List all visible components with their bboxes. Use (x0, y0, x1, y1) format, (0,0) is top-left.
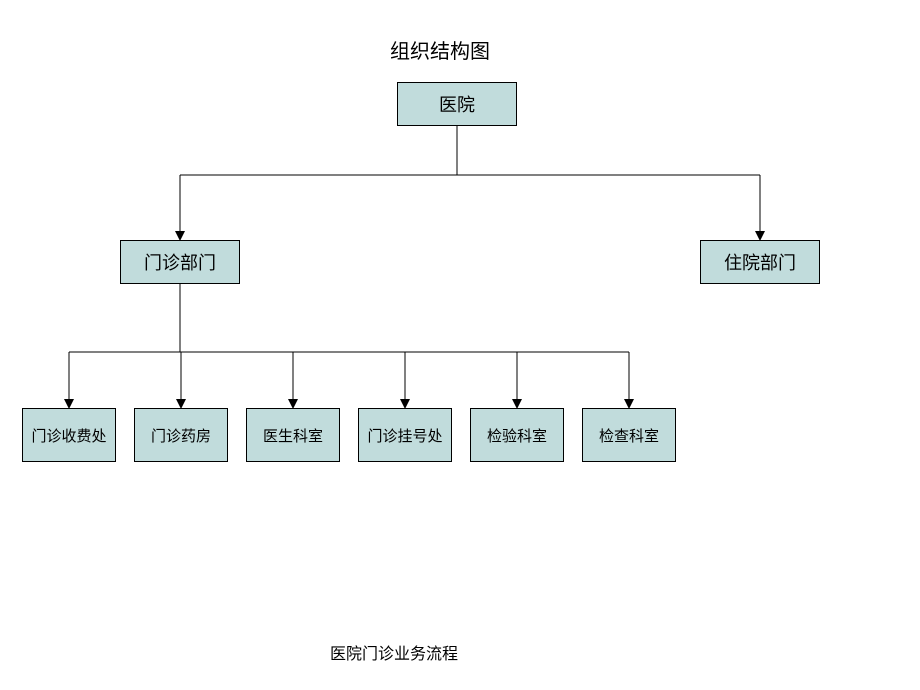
diagram-subtitle: 医院门诊业务流程 (330, 640, 458, 664)
node-inpatient: 住院部门 (700, 240, 820, 284)
node-root: 医院 (397, 82, 517, 126)
node-c3: 医生科室 (246, 408, 340, 462)
node-c1: 门诊收费处 (22, 408, 116, 462)
node-outpatient: 门诊部门 (120, 240, 240, 284)
node-c2: 门诊药房 (134, 408, 228, 462)
diagram-title: 组织结构图 (390, 35, 490, 64)
node-c6: 检查科室 (582, 408, 676, 462)
node-c5: 检验科室 (470, 408, 564, 462)
node-c4: 门诊挂号处 (358, 408, 452, 462)
